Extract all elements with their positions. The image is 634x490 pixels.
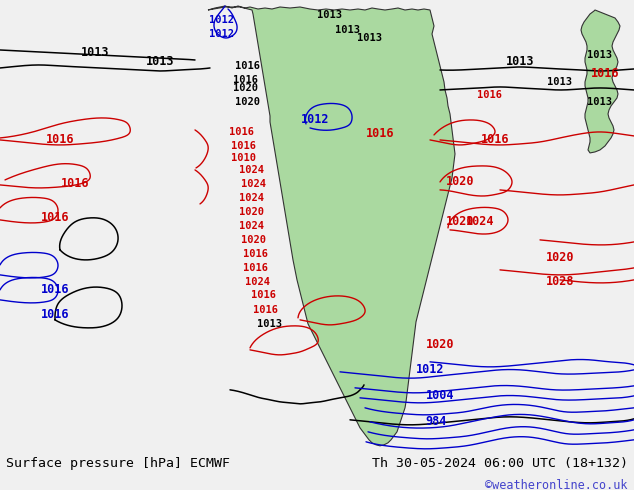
Text: 1013: 1013 — [335, 25, 361, 35]
Text: 1016: 1016 — [230, 127, 254, 137]
Text: 1016: 1016 — [477, 90, 503, 100]
Text: 1020: 1020 — [240, 207, 264, 217]
Text: 1016: 1016 — [250, 290, 276, 300]
Text: 1020: 1020 — [446, 175, 474, 189]
Text: 1016: 1016 — [41, 308, 69, 321]
Text: 1020: 1020 — [235, 97, 261, 107]
Text: ©weatheronline.co.uk: ©weatheronline.co.uk — [485, 479, 628, 490]
Text: 1016: 1016 — [231, 141, 257, 151]
Text: 1016: 1016 — [233, 75, 257, 85]
Text: Th 30-05-2024 06:00 UTC (18+132): Th 30-05-2024 06:00 UTC (18+132) — [372, 457, 628, 470]
Text: 1016: 1016 — [61, 177, 89, 191]
Text: 1013: 1013 — [358, 33, 382, 43]
Text: 1013: 1013 — [81, 47, 109, 59]
Text: 1020: 1020 — [546, 251, 574, 265]
Text: 1024: 1024 — [240, 193, 264, 203]
Text: 1016: 1016 — [242, 249, 268, 259]
Text: Surface pressure [hPa] ECMWF: Surface pressure [hPa] ECMWF — [6, 457, 230, 470]
Text: 1016: 1016 — [252, 305, 278, 315]
Text: 1012: 1012 — [416, 364, 444, 376]
Text: 1020: 1020 — [446, 216, 474, 228]
Text: 1024: 1024 — [240, 221, 264, 231]
Text: 984: 984 — [425, 416, 447, 428]
Text: 1016: 1016 — [41, 211, 69, 224]
Text: 1024: 1024 — [245, 277, 271, 287]
Text: 1020: 1020 — [233, 83, 259, 93]
Text: 1016: 1016 — [242, 263, 268, 273]
Text: 1016: 1016 — [46, 133, 74, 147]
Text: 1020: 1020 — [426, 339, 454, 351]
Text: 1016: 1016 — [41, 283, 69, 296]
Text: 1020: 1020 — [240, 235, 266, 245]
Polygon shape — [208, 6, 455, 446]
Text: 1012: 1012 — [209, 29, 235, 39]
Text: 1028: 1028 — [546, 275, 574, 289]
Text: 1024: 1024 — [240, 165, 264, 175]
Text: 1013: 1013 — [257, 319, 283, 329]
Text: 1013: 1013 — [318, 10, 342, 20]
Text: 1012: 1012 — [301, 114, 329, 126]
Text: 1013: 1013 — [146, 55, 174, 69]
Polygon shape — [581, 10, 620, 153]
Text: 1024: 1024 — [242, 179, 266, 189]
Text: 1016: 1016 — [591, 68, 619, 80]
Text: 1010: 1010 — [231, 153, 257, 163]
Text: 1016: 1016 — [366, 127, 394, 141]
Text: 1013: 1013 — [588, 97, 612, 107]
Text: 1013: 1013 — [506, 55, 534, 69]
Text: 1016: 1016 — [481, 133, 509, 147]
Text: 1024: 1024 — [466, 216, 495, 228]
Text: 1004: 1004 — [426, 390, 454, 402]
Text: 1013: 1013 — [588, 50, 612, 60]
Text: 1013: 1013 — [548, 77, 573, 87]
Text: 1012: 1012 — [209, 15, 235, 25]
Text: 1016: 1016 — [235, 61, 261, 71]
